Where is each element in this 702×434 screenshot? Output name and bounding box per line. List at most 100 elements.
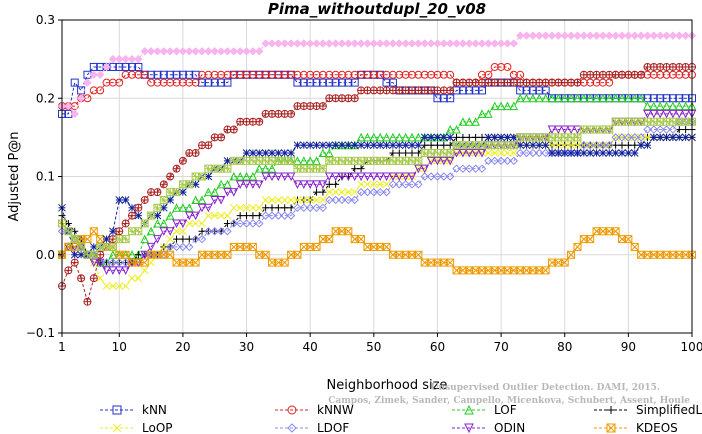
data-point <box>509 156 519 166</box>
data-point <box>503 149 512 157</box>
data-point <box>312 78 321 87</box>
data-point <box>344 141 353 150</box>
data-point <box>204 250 213 259</box>
data-point <box>452 124 461 134</box>
data-point <box>306 196 315 204</box>
data-point <box>662 133 671 142</box>
data-point <box>382 187 391 197</box>
data-point <box>128 258 136 267</box>
data-point <box>401 132 410 142</box>
chart-title: Pima_withoutdupl_20_v08 <box>268 0 486 18</box>
data-point <box>159 203 168 212</box>
data-point <box>375 172 385 182</box>
data-point <box>649 109 659 119</box>
legend-label: ODIN <box>494 421 525 434</box>
data-point <box>108 54 118 64</box>
data-point <box>496 39 506 48</box>
data-point <box>178 242 188 252</box>
data-point <box>153 203 162 212</box>
data-point <box>624 149 633 157</box>
data-point <box>458 117 468 126</box>
data-point <box>248 180 258 189</box>
data-point <box>458 141 467 150</box>
legend-marker <box>112 405 122 415</box>
data-point <box>299 180 309 189</box>
data-point <box>121 62 130 71</box>
data-point <box>369 180 378 189</box>
data-point <box>604 93 614 103</box>
data-point <box>477 109 487 118</box>
series-kdeos <box>58 227 696 275</box>
watermark-line-2: Campos, Zimek, Sander, Campello, Micenko… <box>328 396 690 406</box>
data-point <box>338 78 346 87</box>
data-point <box>198 250 206 259</box>
data-point <box>242 47 251 56</box>
data-point <box>395 70 404 79</box>
data-point <box>153 78 162 87</box>
data-point <box>655 109 665 119</box>
data-point <box>420 164 430 174</box>
data-point <box>172 47 181 56</box>
data-point <box>331 188 340 197</box>
data-point <box>458 86 467 95</box>
data-point <box>159 250 168 259</box>
data-point <box>356 39 366 48</box>
data-point <box>369 187 379 197</box>
data-point <box>675 117 684 126</box>
data-point <box>611 149 620 157</box>
data-point <box>325 180 333 188</box>
data-point <box>357 70 366 79</box>
data-point <box>611 133 620 142</box>
data-point <box>280 211 289 220</box>
data-point <box>453 133 461 141</box>
data-point <box>274 211 283 220</box>
legend-marker <box>287 405 297 415</box>
data-point <box>128 62 136 71</box>
data-point <box>529 141 537 150</box>
data-point <box>573 78 582 87</box>
data-point <box>178 219 188 229</box>
data-point <box>178 78 187 87</box>
data-point <box>554 141 563 150</box>
data-point <box>108 266 118 276</box>
data-point <box>388 39 398 48</box>
data-point <box>649 31 659 40</box>
data-point <box>115 78 124 87</box>
data-point <box>516 266 525 275</box>
data-point <box>522 266 531 275</box>
legend-marker <box>464 423 474 434</box>
data-point <box>408 70 416 79</box>
data-point <box>363 187 372 197</box>
data-point <box>134 70 143 79</box>
data-point <box>165 211 175 220</box>
data-point <box>350 70 359 79</box>
data-point <box>191 195 200 204</box>
data-point <box>147 250 156 259</box>
data-point <box>433 156 442 166</box>
data-point <box>674 101 684 111</box>
data-point <box>427 86 436 95</box>
data-point <box>452 164 461 173</box>
data-point <box>382 180 391 189</box>
data-point <box>490 62 499 71</box>
data-point <box>669 133 677 142</box>
data-point <box>433 141 441 149</box>
data-point <box>605 149 614 157</box>
legend-marker <box>464 404 474 415</box>
data-point <box>134 62 143 71</box>
data-point <box>407 39 417 48</box>
data-point <box>172 164 181 173</box>
x-tick-label: 40 <box>303 340 318 354</box>
data-point <box>478 86 486 95</box>
data-point <box>197 47 207 56</box>
data-point <box>179 227 187 236</box>
data-point <box>643 109 652 119</box>
data-point <box>121 266 130 276</box>
data-point <box>497 266 506 275</box>
data-point <box>509 70 518 79</box>
data-point <box>178 203 188 212</box>
data-point <box>534 93 544 103</box>
data-point <box>477 149 487 158</box>
data-point <box>636 93 646 103</box>
data-point <box>102 235 111 243</box>
